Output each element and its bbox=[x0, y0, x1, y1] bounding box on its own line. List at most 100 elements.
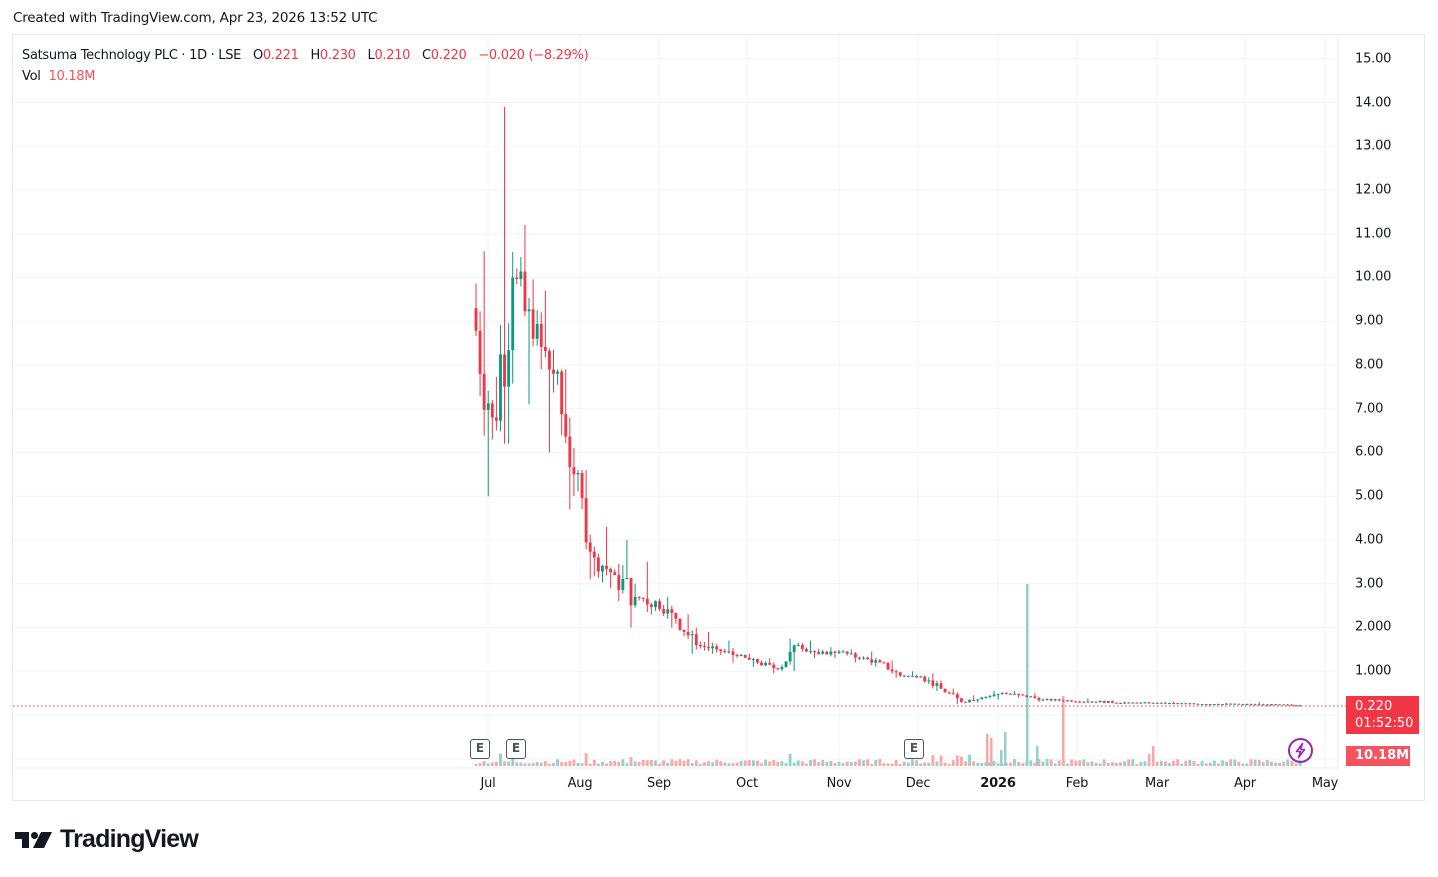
candle-down[interactable] bbox=[1070, 700, 1073, 702]
candle-up[interactable] bbox=[499, 354, 502, 421]
candle-up[interactable] bbox=[1041, 699, 1045, 701]
candle-down[interactable] bbox=[698, 645, 702, 646]
lightning-event-icon[interactable] bbox=[1288, 738, 1313, 763]
candle-down[interactable] bbox=[543, 346, 547, 352]
candle-down[interactable] bbox=[1229, 703, 1233, 705]
candle-down[interactable] bbox=[613, 572, 617, 575]
candle-down[interactable] bbox=[1033, 696, 1037, 698]
candle-down[interactable] bbox=[686, 631, 690, 636]
candle-up[interactable] bbox=[837, 651, 841, 653]
candle-up[interactable] bbox=[927, 680, 931, 682]
candle-up[interactable] bbox=[1053, 699, 1057, 701]
candle-down[interactable] bbox=[490, 403, 494, 418]
candle-down[interactable] bbox=[1049, 698, 1053, 701]
candle-down[interactable] bbox=[1135, 702, 1139, 704]
candle-up[interactable] bbox=[507, 350, 511, 387]
candle-down[interactable] bbox=[568, 436, 572, 468]
candle-down[interactable] bbox=[813, 651, 817, 653]
candle-up[interactable] bbox=[666, 609, 670, 614]
candle-down[interactable] bbox=[923, 676, 927, 682]
candle-down[interactable] bbox=[866, 657, 870, 660]
candle-down[interactable] bbox=[605, 565, 608, 569]
candle-up[interactable] bbox=[1245, 704, 1249, 706]
candle-down[interactable] bbox=[890, 669, 894, 672]
candle-up[interactable] bbox=[1188, 703, 1192, 705]
candle-up[interactable] bbox=[1270, 704, 1273, 706]
candle-down[interactable] bbox=[678, 618, 682, 630]
candle-down[interactable] bbox=[898, 672, 902, 676]
candle-up[interactable] bbox=[1286, 704, 1290, 706]
candle-down[interactable] bbox=[760, 662, 763, 666]
candle-down[interactable] bbox=[682, 629, 686, 632]
candle-down[interactable] bbox=[572, 467, 576, 475]
candle-down[interactable] bbox=[547, 351, 551, 370]
candle-up[interactable] bbox=[1212, 704, 1216, 706]
candle-up[interactable] bbox=[727, 651, 731, 653]
candle-down[interactable] bbox=[1282, 704, 1286, 706]
candle-down[interactable] bbox=[955, 694, 959, 699]
candle-up[interactable] bbox=[739, 654, 743, 656]
candle-down[interactable] bbox=[915, 675, 918, 678]
candle-down[interactable] bbox=[723, 651, 727, 653]
candle-up[interactable] bbox=[1298, 705, 1302, 707]
candle-up[interactable] bbox=[829, 651, 833, 655]
candle-down[interactable] bbox=[845, 651, 849, 654]
candle-up[interactable] bbox=[1241, 704, 1245, 706]
candle-down[interactable] bbox=[494, 417, 498, 421]
candle-down[interactable] bbox=[482, 373, 486, 410]
candle-down[interactable] bbox=[1110, 701, 1114, 703]
candle-down[interactable] bbox=[800, 645, 804, 650]
candle-down[interactable] bbox=[1294, 705, 1298, 707]
candle-down[interactable] bbox=[707, 647, 710, 649]
candle-down[interactable] bbox=[1102, 700, 1106, 703]
candle-down[interactable] bbox=[703, 645, 706, 648]
candle-down[interactable] bbox=[882, 662, 886, 664]
candle-down[interactable] bbox=[1086, 701, 1090, 703]
candle-down[interactable] bbox=[637, 596, 641, 598]
candle-down[interactable] bbox=[719, 649, 723, 652]
candle-up[interactable] bbox=[625, 578, 629, 580]
candle-down[interactable] bbox=[474, 308, 478, 331]
candle-down[interactable] bbox=[539, 323, 543, 347]
candle-down[interactable] bbox=[735, 655, 739, 657]
candle-up[interactable] bbox=[1045, 698, 1049, 700]
candle-down[interactable] bbox=[1037, 697, 1041, 701]
candle-up[interactable] bbox=[988, 695, 992, 697]
symbol-title[interactable]: Satsuma Technology PLC · 1D · LSE bbox=[22, 48, 242, 63]
candle-down[interactable] bbox=[870, 659, 874, 663]
candle-down[interactable] bbox=[894, 671, 898, 673]
candle-down[interactable] bbox=[1204, 704, 1208, 706]
candle-down[interactable] bbox=[580, 473, 584, 499]
candle-down[interactable] bbox=[972, 700, 976, 702]
candle-down[interactable] bbox=[609, 568, 613, 573]
earnings-marker-icon[interactable]: E bbox=[470, 739, 490, 759]
candle-down[interactable] bbox=[531, 309, 535, 339]
candle-down[interactable] bbox=[776, 668, 780, 670]
candle-up[interactable] bbox=[980, 697, 984, 700]
candle-down[interactable] bbox=[1057, 699, 1061, 701]
candle-up[interactable] bbox=[841, 651, 845, 653]
candle-down[interactable] bbox=[584, 498, 588, 543]
candle-down[interactable] bbox=[931, 680, 935, 686]
candle-up[interactable] bbox=[796, 645, 800, 646]
volume-label[interactable]: Vol bbox=[22, 69, 41, 84]
candle-up[interactable] bbox=[1098, 700, 1102, 703]
candle-down[interactable] bbox=[1192, 703, 1196, 705]
candle-up[interactable] bbox=[1123, 702, 1127, 704]
candle-up[interactable] bbox=[1151, 702, 1155, 704]
candle-up[interactable] bbox=[792, 645, 796, 652]
candle-up[interactable] bbox=[996, 694, 1000, 696]
candle-down[interactable] bbox=[1172, 703, 1175, 705]
candle-up[interactable] bbox=[764, 662, 768, 666]
candle-up[interactable] bbox=[511, 277, 515, 351]
candle-up[interactable] bbox=[1143, 702, 1147, 704]
candle-down[interactable] bbox=[858, 657, 861, 659]
candle-up[interactable] bbox=[1029, 696, 1033, 698]
candle-up[interactable] bbox=[601, 565, 604, 572]
candle-up[interactable] bbox=[556, 371, 560, 374]
candle-down[interactable] bbox=[1017, 693, 1020, 695]
candle-down[interactable] bbox=[1127, 702, 1131, 704]
candle-up[interactable] bbox=[784, 661, 788, 668]
candle-down[interactable] bbox=[564, 414, 568, 437]
candle-down[interactable] bbox=[1257, 704, 1261, 706]
